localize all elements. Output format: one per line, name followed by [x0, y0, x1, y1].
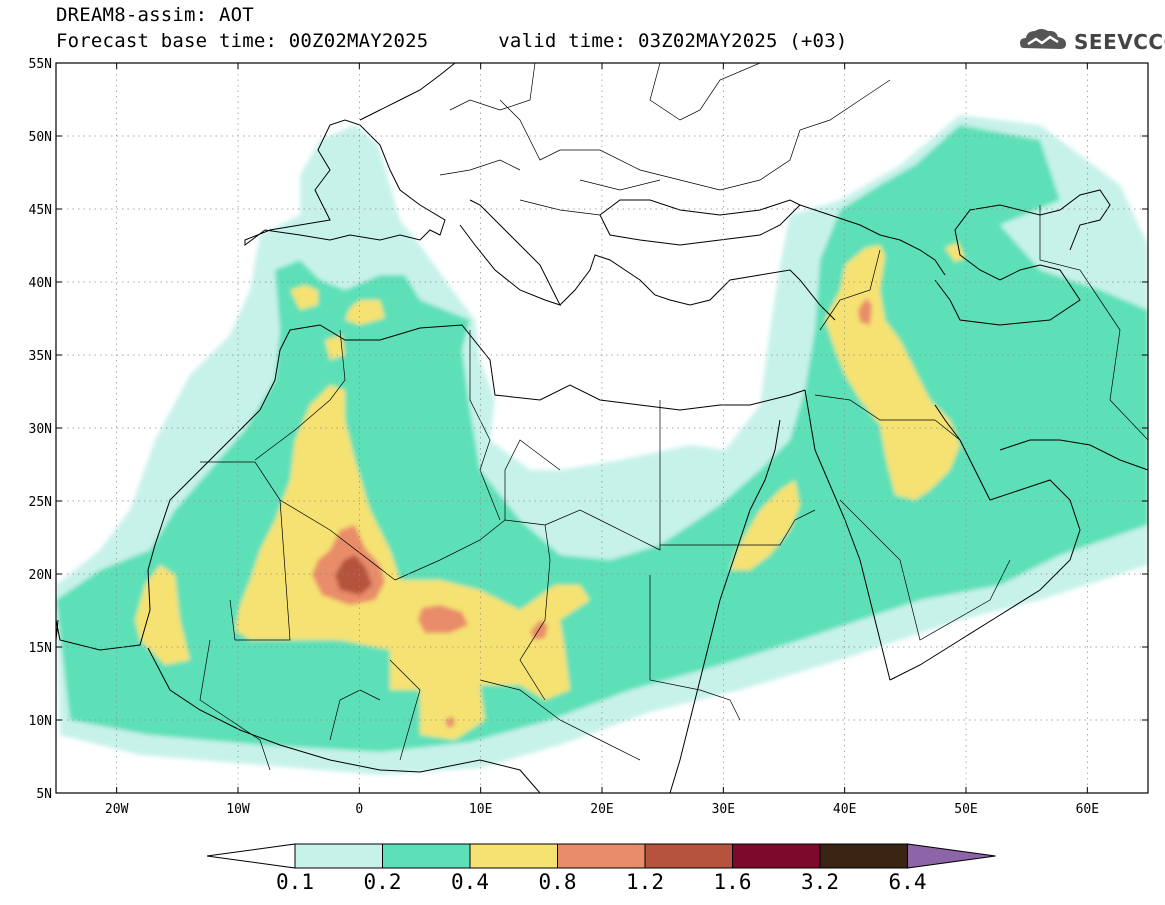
- lon-tick-label: 20W: [105, 802, 129, 817]
- aot-region-0-8: [418, 605, 468, 633]
- colorbar-label: 1.2: [626, 870, 664, 894]
- aot-region-0-4: [290, 285, 318, 310]
- base-time: 00Z02MAY2025: [288, 30, 429, 52]
- colorbar-segment: [644, 843, 733, 869]
- aot-region-0-4: [730, 480, 800, 570]
- colorbar-label: 0.1: [276, 870, 314, 894]
- aot-region-0-4: [345, 300, 385, 325]
- lat-tick-label: 5N: [36, 787, 52, 802]
- colorbar-segment: [382, 843, 471, 869]
- colorbar: 0.1 0.2 0.4 0.8 1.2 1.6 3.2 6.4: [206, 843, 996, 894]
- colorbar-over-arrow: [907, 843, 996, 869]
- aot-region-0-4: [825, 245, 960, 500]
- lon-tick-label: 60E: [1076, 802, 1099, 817]
- lat-tick-label: 45N: [29, 203, 52, 218]
- aot-region-0-8: [858, 298, 872, 325]
- lon-tick-label: 10E: [469, 802, 492, 817]
- map-title: DREAM8-assim: AOT: [56, 4, 254, 26]
- aot-region-0-4: [235, 385, 590, 740]
- colorbar-segment: [557, 843, 646, 869]
- lat-tick-label: 40N: [29, 276, 52, 291]
- lat-tick-label: 20N: [29, 568, 52, 583]
- country-borders: [199, 63, 1148, 771]
- aot-region-1-2: [335, 555, 372, 595]
- colorbar-segment: [819, 843, 908, 869]
- aot-region-0-4: [325, 335, 345, 360]
- lat-tick-label: 55N: [29, 57, 52, 72]
- lat-tick-label: 30N: [29, 422, 52, 437]
- colorbar-label: 0.2: [364, 870, 402, 894]
- axis-ticks: [56, 62, 1148, 794]
- logo-text: SEEVCCC: [1074, 30, 1165, 54]
- lat-tick-label: 10N: [29, 714, 52, 729]
- valid-time-label: valid time:: [498, 30, 638, 52]
- map-time-info: Forecast base time: 00Z02MAY2025 valid t…: [56, 30, 847, 52]
- lon-tick-label: 0: [355, 802, 363, 817]
- colorbar-label: 6.4: [889, 870, 927, 894]
- colorbar-label: 1.6: [714, 870, 752, 894]
- lon-tick-label: 30E: [712, 802, 735, 817]
- lon-tick-label: 40E: [833, 802, 856, 817]
- axis-tick-labels: 55N 50N 45N 40N 35N 30N 25N 20N 15N 10N 5N 20W 10W 0 1…: [29, 57, 1100, 817]
- valid-time: 03Z02MAY2025 (+03): [637, 30, 848, 52]
- lon-tick-label: 20E: [590, 802, 613, 817]
- lat-tick-label: 25N: [29, 495, 52, 510]
- colorbar-label: 0.8: [539, 870, 577, 894]
- colorbar-under-arrow: [206, 843, 296, 869]
- base-time-label: Forecast base time:: [56, 30, 289, 52]
- cloud-logo-icon: [1020, 29, 1066, 49]
- lat-tick-label: 35N: [29, 349, 52, 364]
- grid-lines: [56, 63, 1148, 793]
- aot-region-0-4: [945, 242, 965, 262]
- lat-tick-label: 15N: [29, 641, 52, 656]
- colorbar-segment: [294, 843, 383, 869]
- colorbar-label: 3.2: [801, 870, 839, 894]
- aot-region-0-8: [445, 716, 455, 728]
- colorbar-segment: [732, 843, 821, 869]
- lat-tick-label: 50N: [29, 130, 52, 145]
- lon-tick-label: 50E: [954, 802, 977, 817]
- lon-tick-label: 10W: [226, 802, 250, 817]
- colorbar-segment: [469, 843, 558, 869]
- colorbar-label: 0.4: [451, 870, 489, 894]
- aot-field: [56, 63, 1148, 793]
